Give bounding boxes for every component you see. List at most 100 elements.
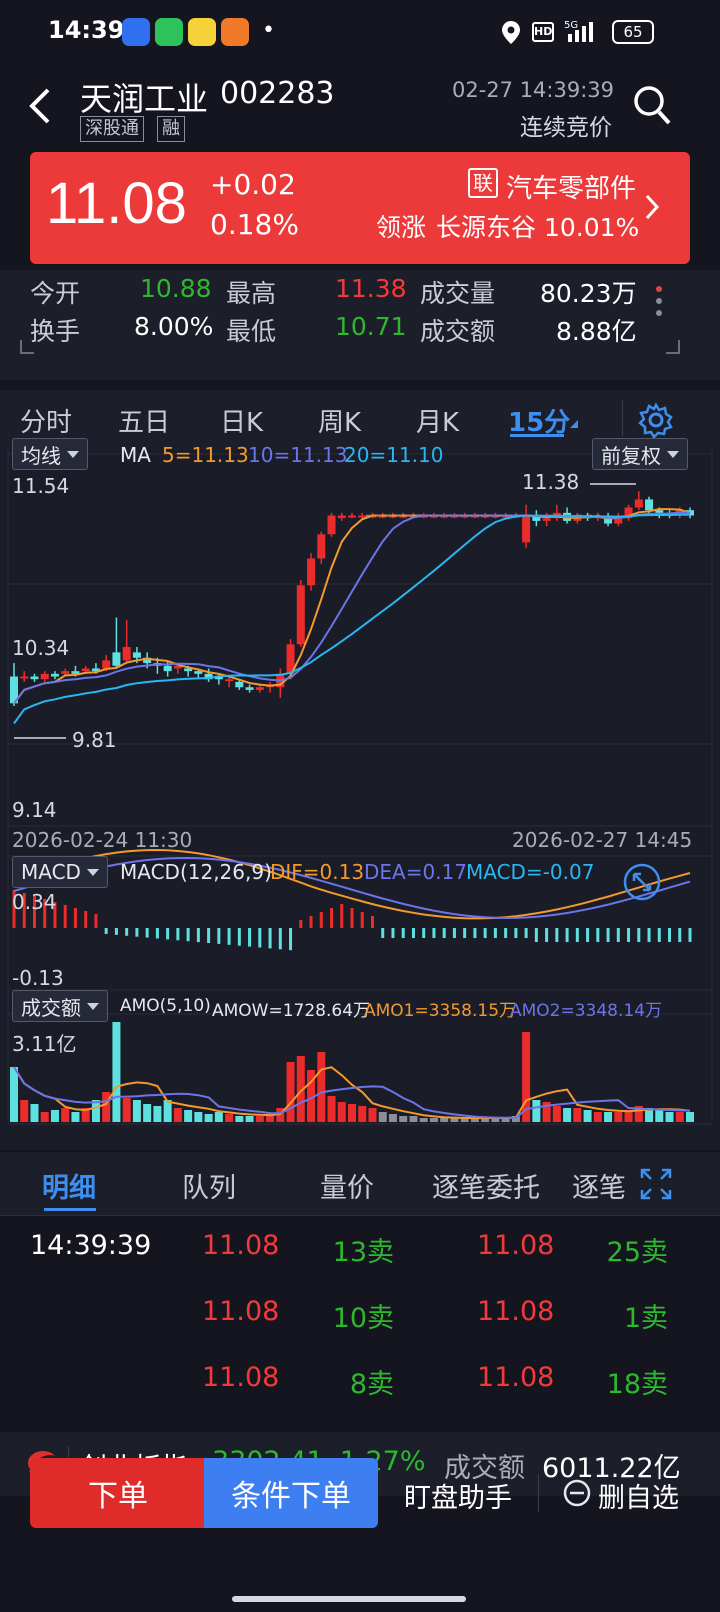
amount-bar — [348, 1104, 356, 1122]
candle-body — [348, 515, 356, 518]
candle-body — [235, 681, 244, 688]
action-divider — [538, 1474, 539, 1512]
ma10-line — [13, 511, 691, 705]
ma5-line — [13, 508, 691, 705]
tab-15min[interactable]: 15分 — [508, 408, 571, 438]
amount-bar — [481, 1118, 490, 1122]
price-panel[interactable]: 11.08 +0.02 0.18% 联 汽车零部件 领涨 长源东谷 10.01% — [30, 152, 690, 264]
amount-bar — [266, 1114, 275, 1122]
stock-code: 002283 — [220, 76, 335, 111]
active-tab-underline — [510, 434, 564, 437]
quote-datetime: 02-27 14:39:39 — [452, 78, 615, 102]
amount-bar — [501, 1118, 510, 1122]
amount-bar — [542, 1102, 551, 1122]
expand-chart-icon[interactable] — [622, 862, 662, 902]
macd-title: MACD(12,26,9) — [120, 860, 272, 884]
candle-body — [501, 515, 510, 518]
conditional-order-button[interactable]: 条件下单 — [204, 1458, 378, 1528]
y-axis-top: 11.54 — [12, 474, 70, 498]
amount-bar — [235, 1116, 244, 1122]
candle-body — [440, 515, 449, 518]
tab-tick-order[interactable]: 逐笔委托 — [432, 1173, 540, 1204]
kline-chart-canvas[interactable] — [0, 450, 720, 1150]
back-arrow-icon[interactable] — [26, 86, 54, 126]
sector-leader: 长源东谷 10.01% — [436, 213, 640, 242]
price-change-pct: 0.18% — [210, 208, 299, 241]
amount-bar — [470, 1118, 479, 1122]
amount-bar — [61, 1108, 70, 1122]
search-icon[interactable] — [632, 84, 672, 128]
candle-body — [112, 652, 121, 666]
open-label: 今开 — [30, 279, 81, 308]
amount-bar — [368, 1108, 377, 1122]
candle-body — [542, 518, 551, 521]
trade-volume: 10卖 — [332, 1303, 394, 1334]
adjust-dropdown[interactable]: 前复权 — [592, 438, 688, 470]
stock-name: 天润工业 — [80, 80, 209, 118]
y-axis-bottom: 9.14 — [12, 798, 57, 822]
tab-weekly-k[interactable]: 周K — [318, 408, 362, 438]
remove-watchlist-button[interactable]: 删自选 — [598, 1483, 679, 1514]
sector-badge: 联 — [468, 168, 498, 198]
conditional-order-label: 条件下单 — [231, 1479, 351, 1514]
phone-notification-icon — [155, 18, 183, 46]
candle-body — [194, 671, 203, 674]
trade-detail-list: 14:39:39 11.08 13卖 11.08 25卖 11.08 10卖 1… — [0, 1216, 720, 1430]
period-tabs: 分时 五日 日K 周K 月K 15分 — [0, 390, 720, 450]
candle-body — [655, 510, 664, 513]
macd-dropdown[interactable]: MACD — [12, 856, 108, 888]
fullscreen-icon[interactable] — [640, 1168, 672, 1200]
ma-dropdown[interactable]: 均线 — [12, 438, 88, 470]
candle-body — [624, 507, 633, 519]
amount-bar — [307, 1070, 316, 1122]
candle-body — [204, 673, 213, 680]
sector-name: 汽车零部件 — [506, 174, 637, 204]
location-icon — [502, 21, 520, 44]
amount-bar — [50, 1110, 59, 1122]
tab-queue[interactable]: 队列 — [182, 1173, 236, 1204]
tab-intraday[interactable]: 分时 — [20, 408, 73, 438]
chart-area[interactable]: 均线 MA 5=11.13 10=11.13 20=11.10 前复权 11.5… — [0, 438, 720, 1150]
amount-bar — [20, 1100, 29, 1122]
index-amount-label: 成交额 — [444, 1453, 525, 1484]
amount-bar — [112, 1022, 121, 1122]
amount-bar — [665, 1112, 674, 1122]
amo-axis-top: 3.11亿 — [12, 1032, 77, 1056]
low-value: 10.71 — [335, 312, 407, 341]
amount-bar — [645, 1108, 654, 1122]
candle-body — [132, 652, 141, 658]
amo-title: AMO(5,10) — [120, 996, 211, 1016]
settings-gear-icon[interactable] — [638, 402, 674, 438]
order-button[interactable]: 下单 — [30, 1458, 206, 1528]
dropdown-arrow-icon — [667, 450, 679, 458]
volume-value: 80.23万 — [540, 279, 637, 308]
ma-dropdown-label: 均线 — [21, 443, 61, 468]
table-row: 11.08 8卖 11.08 18卖 — [0, 1348, 720, 1416]
watch-assistant-button[interactable]: 盯盘助手 — [404, 1483, 512, 1514]
tab-volume-price[interactable]: 量价 — [320, 1173, 374, 1204]
candle-body — [399, 515, 408, 518]
tab-monthly-k[interactable]: 月K — [416, 408, 460, 438]
amo-dropdown[interactable]: 成交额 — [12, 990, 108, 1022]
amo-dropdown-label: 成交额 — [21, 995, 81, 1020]
amount-bar — [532, 1100, 541, 1122]
candle-body — [645, 499, 654, 511]
tab-detail[interactable]: 明细 — [42, 1173, 96, 1204]
tab-five-day[interactable]: 五日 — [118, 408, 171, 438]
amo1-line — [13, 1066, 691, 1119]
margin-tag: 融 — [157, 116, 185, 142]
amount-bar — [173, 1108, 182, 1122]
candle-body — [91, 668, 100, 672]
amount-bar — [327, 1096, 336, 1122]
quote-stats[interactable]: 今开 10.88 最高 11.38 成交量 80.23万 换手 8.00% 最低… — [0, 270, 720, 380]
remove-watchlist-icon — [563, 1479, 591, 1507]
home-indicator — [232, 1596, 466, 1602]
tab-daily-k[interactable]: 日K — [220, 408, 264, 438]
table-row: 11.08 10卖 11.08 1卖 — [0, 1282, 720, 1350]
candle-body — [50, 673, 59, 677]
amount-bar — [245, 1116, 254, 1122]
more-dots-icon[interactable] — [656, 286, 662, 316]
tab-tick-trade[interactable]: 逐笔 — [572, 1173, 626, 1204]
order-button-label: 下单 — [88, 1479, 148, 1514]
open-value: 10.88 — [140, 274, 212, 303]
